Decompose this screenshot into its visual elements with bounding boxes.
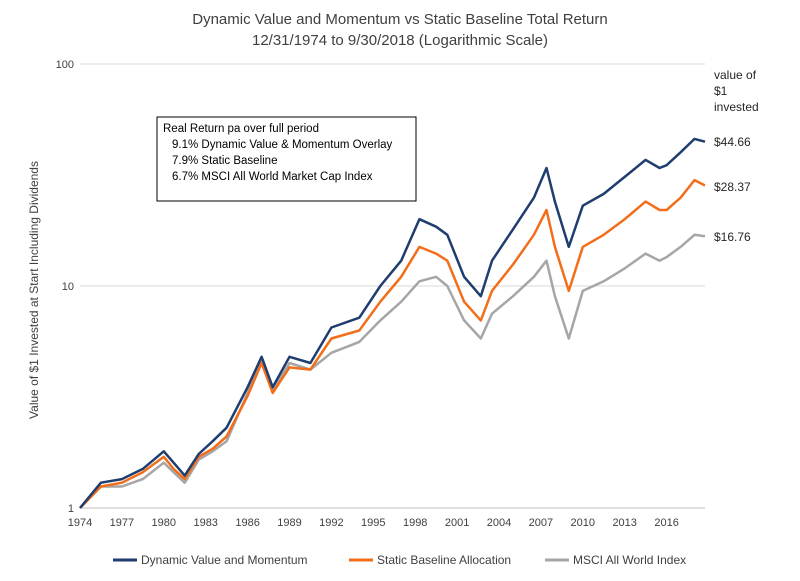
annotation-line: 9.1% Dynamic Value & Momentum Overlay <box>172 139 393 151</box>
x-tick-label: 2016 <box>654 517 678 529</box>
legend-label: Static Baseline Allocation <box>377 553 511 567</box>
x-tick-label: 1980 <box>152 517 176 529</box>
end-label-header: $1 <box>714 84 728 98</box>
annotation-box <box>156 116 417 202</box>
annotation-line: 7.9% Static Baseline <box>172 155 277 167</box>
gridlines <box>80 63 705 509</box>
x-tick-label: 1992 <box>319 517 343 529</box>
legend-label: Dynamic Value and Momentum <box>141 553 308 567</box>
annotation-title: Real Return pa over full period <box>163 123 319 135</box>
series-line-1 <box>79 178 706 509</box>
end-label-header: value of <box>714 68 757 82</box>
y-tick-labels: 1 10 100 <box>56 59 74 515</box>
series-line-0 <box>79 137 706 509</box>
x-tick-label: 1974 <box>68 517 92 529</box>
x-tick-label: 2007 <box>529 517 553 529</box>
y-axis-label: Value of $1 Invested at Start Including … <box>27 161 41 419</box>
x-tick-label: 1983 <box>193 517 217 529</box>
x-tick-labels: 1974 1977 1980 1983 1986 1989 1992 1995 1998 2001… <box>68 517 679 529</box>
end-label-value: $16.76 <box>714 230 751 244</box>
end-label-value: $28.37 <box>714 180 751 194</box>
end-label-value: $44.66 <box>714 135 751 149</box>
x-tick-label: 1986 <box>235 517 259 529</box>
y-tick-label: 1 <box>68 503 74 515</box>
legend: Dynamic Value and Momentum Static Baseli… <box>113 553 686 567</box>
y-tick-label: 100 <box>56 59 74 71</box>
y-tick-label: 10 <box>62 281 74 293</box>
chart-title: Dynamic Value and Momentum vs Static Bas… <box>192 11 607 28</box>
x-tick-label: 2013 <box>612 517 636 529</box>
x-tick-label: 2001 <box>445 517 469 529</box>
x-tick-label: 1998 <box>403 517 427 529</box>
x-tick-label: 1989 <box>277 517 301 529</box>
x-tick-label: 1977 <box>110 517 134 529</box>
series-line-2 <box>79 233 706 509</box>
x-tick-label: 2004 <box>487 517 511 529</box>
end-label-header: invested <box>714 100 759 114</box>
x-tick-label: 1995 <box>361 517 385 529</box>
legend-label: MSCI All World Index <box>573 553 686 567</box>
x-tick-label: 2010 <box>571 517 595 529</box>
chart-subtitle: 12/31/1974 to 9/30/2018 (Logarithmic Sca… <box>252 32 548 49</box>
series-lines <box>79 137 706 509</box>
annotation-line: 6.7% MSCI All World Market Cap Index <box>172 171 373 183</box>
